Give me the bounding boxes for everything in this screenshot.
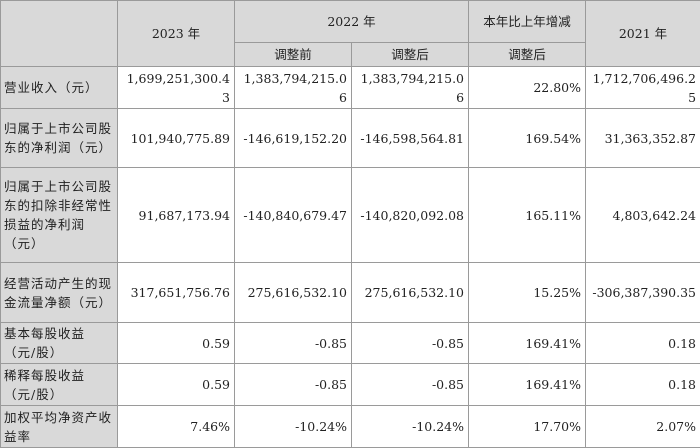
table-row: 经营活动产生的现金流量净额（元） 317,651,756.76 275,616,53… bbox=[0, 262, 700, 323]
row-label: 归属于上市公司股东的扣除非经常性损益的净利润（元） bbox=[0, 167, 118, 263]
row-label: 稀释每股收益（元/股） bbox=[0, 363, 118, 406]
cell-v2021: 4,803,642.24 bbox=[585, 167, 700, 263]
subheader-row: 调整前 调整后 调整后 bbox=[1, 42, 700, 67]
cell-v2023: 1,699,251,300.43 bbox=[117, 66, 235, 109]
header-2021: 2021 年 bbox=[585, 0, 700, 67]
cell-v2023: 0.59 bbox=[117, 322, 235, 364]
cell-v2022-before: -10.24% bbox=[234, 405, 352, 448]
row-label: 经营活动产生的现金流量净额（元） bbox=[0, 262, 118, 323]
row-label: 归属于上市公司股东的净利润（元） bbox=[0, 108, 118, 168]
table-row: 基本每股收益（元/股） 0.59 -0.85 -0.85 169.41% 0.18 bbox=[0, 322, 700, 364]
cell-v2023: 7.46% bbox=[117, 405, 235, 448]
cell-v2023: 0.59 bbox=[117, 363, 235, 406]
header-2022: 2022 年 bbox=[233, 0, 470, 43]
cell-change: 169.54% bbox=[468, 108, 587, 168]
cell-v2023: 317,651,756.76 bbox=[117, 262, 235, 323]
table-row: 归属于上市公司股东的扣除非经常性损益的净利润（元） 91,687,173.94 -1… bbox=[0, 167, 700, 263]
header-2022-after: 调整后 bbox=[350, 42, 470, 67]
cell-v2022-after: 1,383,794,215.06 bbox=[350, 66, 470, 109]
cell-v2022-after: -0.85 bbox=[350, 363, 470, 406]
cell-v2021: 0.18 bbox=[585, 322, 700, 364]
cell-v2022-after: -140,820,092.08 bbox=[350, 167, 470, 263]
cell-v2021: 0.18 bbox=[585, 363, 700, 406]
cell-change: 17.70% bbox=[468, 405, 587, 448]
table-row: 归属于上市公司股东的净利润（元） 101,940,775.89 -146,619,1… bbox=[0, 108, 700, 168]
cell-v2022-before: 275,616,532.10 bbox=[234, 262, 352, 323]
header-change-after: 调整后 bbox=[468, 42, 587, 67]
table-row: 加权平均净资产收益率 7.46% -10.24% -10.24% 17.70% 2.07% bbox=[0, 405, 700, 448]
cell-change: 22.80% bbox=[468, 66, 587, 109]
table-row: 营业收入（元） 1,699,251,300.43 1,383,794,215.06 1… bbox=[0, 66, 700, 109]
cell-v2021: 31,363,352.87 bbox=[585, 108, 700, 168]
row-label: 营业收入（元） bbox=[0, 66, 118, 109]
cell-v2022-after: -146,598,564.81 bbox=[350, 108, 470, 168]
row-label: 基本每股收益（元/股） bbox=[0, 322, 118, 364]
header-row: 2023 年 2022 年 本年比上年增减 2021 年 bbox=[0, 0, 700, 67]
cell-v2023: 101,940,775.89 bbox=[117, 108, 235, 168]
cell-v2021: 1,712,706,496.25 bbox=[585, 66, 700, 109]
cell-v2022-before: -0.85 bbox=[234, 363, 352, 406]
header-2023: 2023 年 bbox=[117, 0, 235, 67]
cell-v2023: 91,687,173.94 bbox=[117, 167, 235, 263]
cell-v2022-after: 275,616,532.10 bbox=[350, 262, 470, 323]
header-corner bbox=[0, 0, 118, 67]
cell-change: 165.11% bbox=[468, 167, 587, 263]
cell-v2022-before: 1,383,794,215.06 bbox=[234, 66, 352, 109]
header-change: 本年比上年增减 bbox=[468, 0, 587, 43]
table-row: 稀释每股收益（元/股） 0.59 -0.85 -0.85 169.41% 0.18 bbox=[0, 363, 700, 406]
cell-v2022-after: -0.85 bbox=[350, 322, 470, 364]
header-2022-before: 调整前 bbox=[234, 42, 352, 67]
cell-v2021: 2.07% bbox=[585, 405, 700, 448]
cell-v2022-before: -140,840,679.47 bbox=[234, 167, 352, 263]
cell-change: 169.41% bbox=[468, 322, 587, 364]
cell-v2022-before: -146,619,152.20 bbox=[234, 108, 352, 168]
cell-change: 169.41% bbox=[468, 363, 587, 406]
cell-v2022-after: -10.24% bbox=[350, 405, 470, 448]
cell-v2022-before: -0.85 bbox=[234, 322, 352, 364]
cell-v2021: -306,387,390.35 bbox=[585, 262, 700, 323]
row-label: 加权平均净资产收益率 bbox=[0, 405, 118, 448]
cell-change: 15.25% bbox=[468, 262, 587, 323]
